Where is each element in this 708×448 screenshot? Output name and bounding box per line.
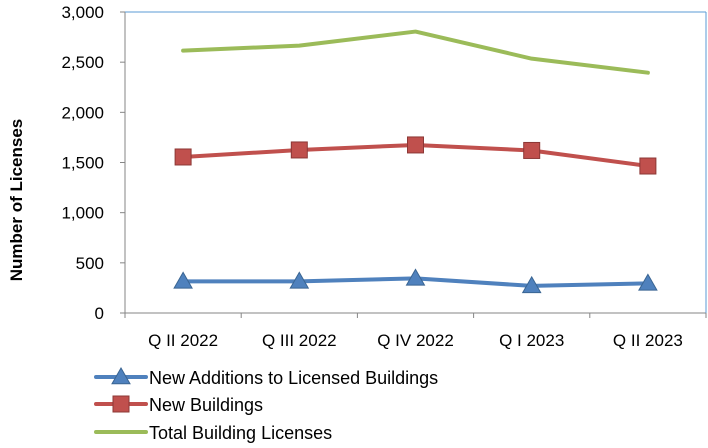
data-point (407, 136, 424, 154)
y-tick-label: 2,000 (61, 103, 104, 122)
data-point (405, 268, 426, 286)
data-point (639, 157, 657, 175)
data-point (174, 148, 192, 166)
data-point (521, 275, 542, 294)
y-tick-label: 0 (95, 304, 104, 323)
data-point (290, 141, 308, 159)
y-axis-ticks: 0 500 1,000 1,500 2,000 2,500 3,000 (61, 3, 125, 323)
y-axis-label: Number of Licenses (7, 119, 26, 282)
y-tick-label: 2,500 (61, 53, 104, 72)
legend-marker (112, 395, 130, 413)
legend-item: New Buildings (94, 395, 263, 415)
series-line (181, 29, 650, 75)
x-tick-label: Q II 2022 (148, 331, 218, 350)
legend-marker (111, 366, 131, 385)
legend-item: New Additions to Licensed Buildings (94, 366, 438, 388)
y-tick-label: 3,000 (61, 3, 104, 22)
data-point (523, 141, 541, 159)
legend-item: Total Building Licenses (94, 423, 332, 443)
legend-label: New Buildings (149, 395, 263, 415)
x-axis-ticks: Q II 2022 Q III 2022 Q IV 2022 Q I 2023 Q II… (124, 313, 707, 350)
data-point (638, 273, 658, 291)
x-tick-label: Q I 2023 (499, 331, 564, 350)
series-layer (173, 29, 658, 294)
legend-label: Total Building Licenses (149, 423, 332, 443)
series-new-buildings (174, 136, 657, 175)
x-tick-label: Q III 2022 (262, 331, 337, 350)
data-point (289, 271, 310, 289)
y-tick-label: 1,500 (61, 154, 104, 173)
legend-label: New Additions to Licensed Buildings (149, 368, 438, 388)
legend: New Additions to Licensed Buildings New B… (94, 366, 438, 443)
x-tick-label: Q II 2023 (613, 331, 683, 350)
series-total-building-licenses (181, 29, 650, 75)
data-point (173, 271, 193, 289)
y-tick-label: 1,000 (61, 204, 104, 223)
y-tick-label: 500 (76, 254, 104, 273)
x-tick-label: Q IV 2022 (377, 331, 454, 350)
series-new-additions-to-licensed-buildings (173, 268, 658, 294)
